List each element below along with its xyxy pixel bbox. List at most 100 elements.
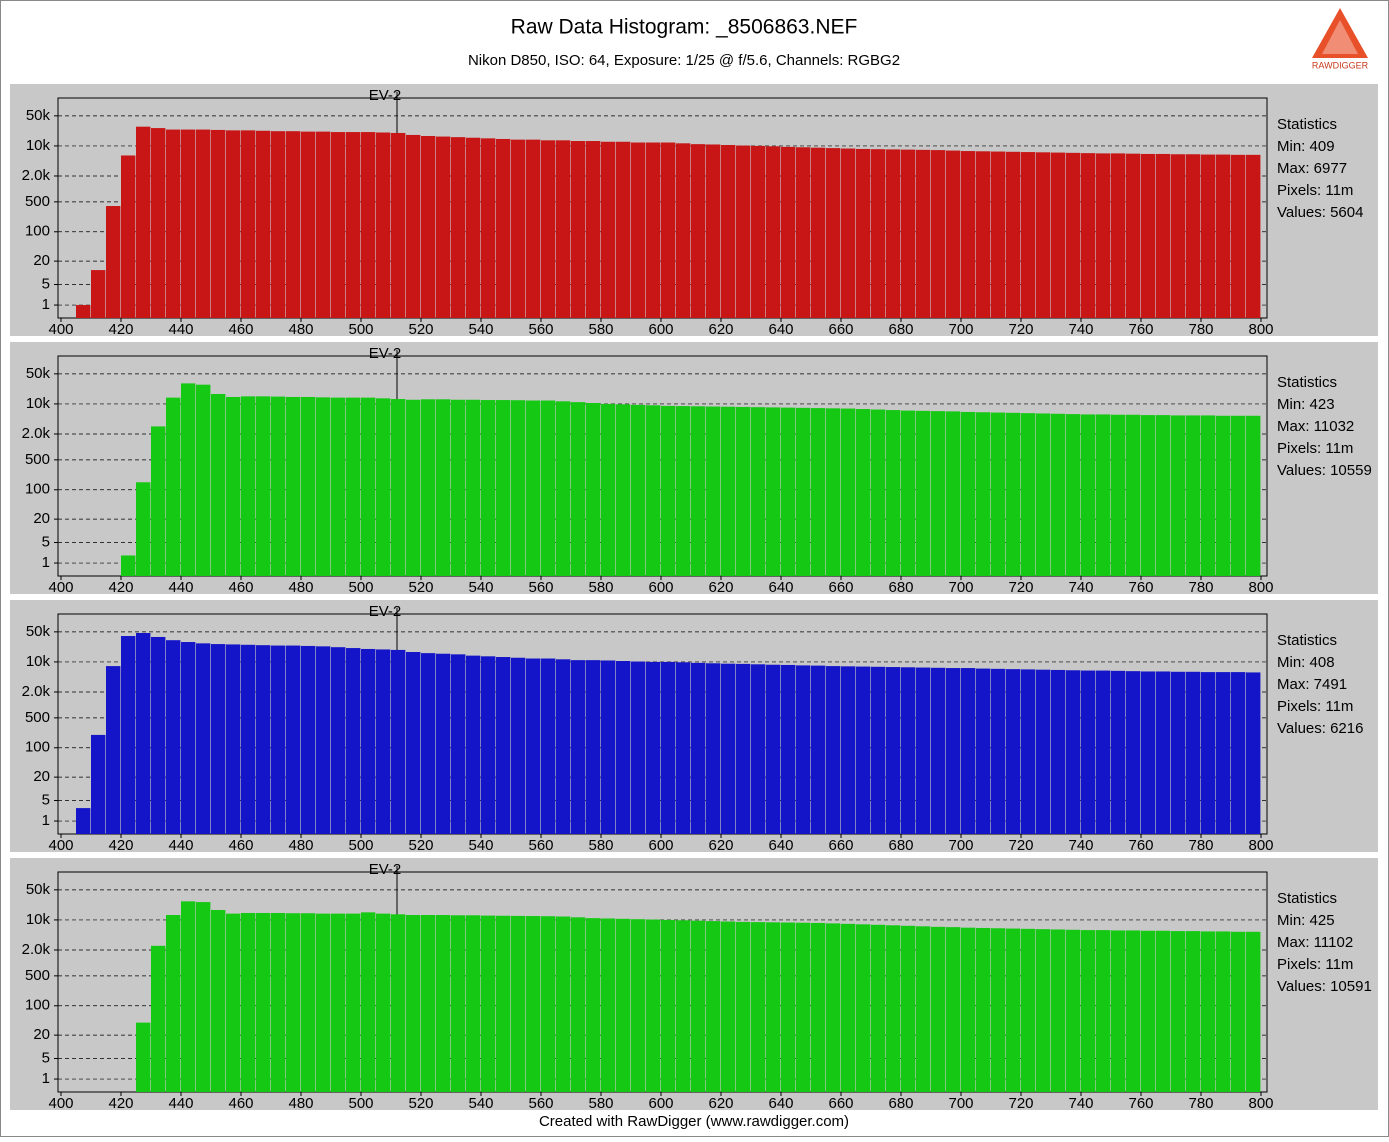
histogram-bar [1156, 153, 1171, 318]
histogram-bar [466, 137, 481, 318]
logo-text: RAWDIGGER [1312, 60, 1369, 70]
histogram-bar [811, 665, 826, 834]
histogram-bar [1231, 415, 1246, 576]
title: Raw Data Histogram: _8506863.NEF [511, 16, 858, 39]
histogram-bar [1186, 154, 1201, 318]
statistics-line: Values: 10559 [1277, 462, 1372, 479]
y-tick-label: 50k [26, 365, 51, 382]
histogram-bar [406, 399, 421, 576]
histogram-bar [691, 662, 706, 834]
histogram-bar [316, 131, 331, 318]
y-tick-label: 500 [25, 451, 50, 468]
logo-inner [1322, 20, 1358, 54]
histogram-bar [1096, 930, 1111, 1092]
y-tick-label: 2.0k [22, 167, 51, 184]
histogram-bar [1126, 930, 1141, 1092]
statistics-heading: Statistics [1277, 632, 1337, 649]
y-tick-label: 2.0k [22, 941, 51, 958]
histogram-bar [1036, 669, 1051, 834]
histogram-bar [91, 270, 106, 318]
histogram-bar [901, 149, 916, 318]
histogram-bar [901, 410, 916, 576]
histogram-bar [1126, 671, 1141, 834]
histogram-bar [481, 656, 496, 834]
histogram-bar [526, 916, 541, 1092]
histogram-bar [886, 667, 901, 834]
histogram-bar [961, 411, 976, 576]
histogram-bar [211, 129, 226, 318]
histogram-bar [1156, 415, 1171, 576]
histogram-bar [196, 643, 211, 834]
histogram-bar [316, 913, 331, 1092]
histogram-bar [511, 915, 526, 1092]
marker-label: EV-2 [369, 87, 402, 104]
x-tick-label: 520 [408, 321, 433, 338]
histogram-bar [406, 652, 421, 834]
histogram-bar [421, 399, 436, 576]
histogram-bar [136, 1022, 151, 1092]
histogram-bar [256, 912, 271, 1092]
histogram-bar [901, 925, 916, 1092]
footer: Created with RawDigger (www.rawdigger.co… [539, 1113, 849, 1130]
histogram-bar [481, 138, 496, 318]
histogram-bar [241, 130, 256, 318]
histogram-bar [511, 400, 526, 576]
histogram-bar [946, 411, 961, 576]
x-tick-label: 780 [1188, 579, 1213, 596]
histogram-bar [826, 666, 841, 834]
x-tick-label: 420 [108, 321, 133, 338]
histogram-bar [436, 915, 451, 1092]
histogram-bar [1021, 152, 1036, 318]
y-tick-label: 10k [26, 395, 51, 412]
x-tick-label: 600 [648, 1095, 673, 1112]
x-tick-label: 580 [588, 579, 613, 596]
histogram-bar [706, 663, 721, 834]
histogram-bar [571, 917, 586, 1092]
histogram-bar [871, 409, 886, 576]
statistics-line: Max: 6977 [1277, 160, 1347, 177]
x-tick-label: 760 [1128, 1095, 1153, 1112]
histogram-bar [976, 927, 991, 1092]
statistics-line: Max: 11032 [1277, 418, 1354, 435]
histogram-bar [841, 666, 856, 834]
y-tick-label: 100 [25, 997, 50, 1014]
x-tick-label: 800 [1248, 579, 1273, 596]
histogram-bar [901, 667, 916, 834]
histogram-bar [1216, 672, 1231, 834]
statistics-line: Pixels: 11m [1277, 956, 1353, 973]
histogram-bar [376, 913, 391, 1092]
x-tick-label: 480 [288, 1095, 313, 1112]
statistics-line: Pixels: 11m [1277, 440, 1353, 457]
histogram-bar [331, 397, 346, 576]
histogram-bar [856, 148, 871, 318]
histogram-bar [646, 405, 661, 576]
histogram-bar [616, 661, 631, 834]
x-tick-label: 400 [48, 579, 73, 596]
histogram-bar [361, 397, 376, 576]
histogram-bar [361, 132, 376, 318]
x-tick-label: 660 [828, 1095, 853, 1112]
histogram-bar [871, 149, 886, 318]
x-tick-label: 780 [1188, 837, 1213, 854]
histogram-bar [676, 920, 691, 1092]
histogram-bar [331, 132, 346, 318]
histogram-bar [841, 923, 856, 1092]
histogram-bar [271, 645, 286, 834]
statistics-line: Min: 409 [1277, 138, 1335, 155]
histogram-bar [946, 150, 961, 318]
histogram-bar [1021, 669, 1036, 834]
histogram-bar [1051, 929, 1066, 1092]
histogram-bar [931, 667, 946, 834]
marker-label: EV-2 [369, 861, 402, 878]
histogram-bar [916, 410, 931, 576]
histogram-bar [406, 134, 421, 318]
histogram-bar [1096, 414, 1111, 576]
histogram-bar [256, 396, 271, 576]
histogram-bar [706, 921, 721, 1092]
histogram-bar [1231, 931, 1246, 1092]
histogram-bar [1141, 153, 1156, 318]
statistics-line: Values: 6216 [1277, 720, 1363, 737]
histogram-bar [586, 403, 601, 576]
histogram-bar [376, 398, 391, 576]
histogram-bar [556, 916, 571, 1092]
